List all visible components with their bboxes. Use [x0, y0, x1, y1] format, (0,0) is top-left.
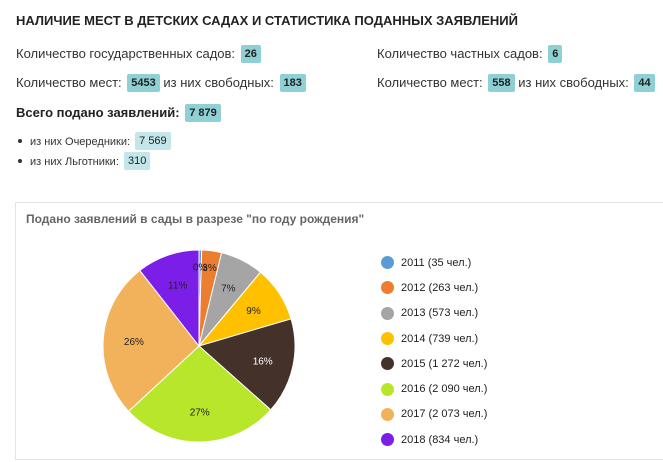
pie-label-2014: 9%	[246, 306, 261, 317]
legend-label: 2011 (35 чел.)	[401, 256, 472, 269]
gov-count-row: Количество государственных садов: 26	[16, 45, 261, 63]
priv-free-badge: 44	[634, 74, 655, 92]
gov-places-badge: 5453	[127, 74, 160, 92]
legend-item-2014[interactable]: 2014 (739 чел.)	[381, 326, 487, 351]
priv-count-label: Количество частных садов:	[377, 46, 543, 61]
legend-item-2013[interactable]: 2013 (573 чел.)	[381, 301, 487, 326]
pie-chart: 0%3% 7% 9% 16% 27% 26% 11%	[102, 249, 296, 443]
privileged-label: из них Льготники:	[30, 156, 119, 168]
legend-swatch-icon	[381, 332, 394, 346]
gov-places-label: Количество мест:	[16, 75, 122, 90]
legend-item-2015[interactable]: 2015 (1 272 чел.)	[381, 351, 487, 376]
pie-slice-2017[interactable]	[102, 269, 200, 412]
legend-label: 2015 (1 272 чел.)	[401, 357, 488, 370]
legend-swatch-icon	[381, 382, 394, 396]
chart-title: Подано заявлений в сады в разрезе "по го…	[26, 212, 365, 226]
list-item-privileged: из них Льготники: 310	[16, 152, 171, 172]
legend-item-2012[interactable]: 2012 (263 чел.)	[381, 275, 487, 300]
gov-free-label: из них свободных:	[163, 75, 274, 90]
legend-item-2011[interactable]: 2011 (35 чел.)	[381, 250, 487, 275]
pie-slice-2016[interactable]	[127, 345, 272, 443]
pie-label-2018: 11%	[168, 280, 187, 291]
gov-places-row: Количество мест: 5453 из них свободных: …	[16, 74, 306, 92]
list-item-queue: из них Очередники: 7 569	[16, 132, 171, 152]
priv-places-label: Количество мест:	[377, 75, 483, 90]
pie-label-2017: 26%	[124, 337, 144, 348]
legend-item-2017[interactable]: 2017 (2 073 чел.)	[381, 402, 487, 427]
pie-label-2013: 7%	[221, 284, 236, 295]
chart-legend: 2011 (35 чел.) 2012 (263 чел.) 2013 (573 ч…	[381, 250, 487, 452]
page-title: НАЛИЧИЕ МЕСТ В ДЕТСКИХ САДАХ И СТАТИСТИК…	[16, 13, 518, 28]
legend-item-2016[interactable]: 2016 (2 090 чел.)	[381, 376, 487, 401]
legend-label: 2013 (573 чел.)	[401, 307, 479, 320]
priv-free-label: из них свободных:	[518, 75, 629, 90]
queue-label: из них Очередники:	[30, 136, 131, 148]
legend-label: 2017 (2 073 чел.)	[401, 408, 488, 421]
chart-card: Подано заявлений в сады в разрезе "по го…	[15, 202, 663, 460]
priv-places-row: Количество мест: 558 из них свободных: 4…	[377, 74, 655, 92]
legend-swatch-icon	[381, 281, 394, 295]
total-row: Всего подано заявлений: 7 879	[16, 104, 221, 122]
legend-label: 2018 (834 чел.)	[401, 433, 479, 446]
pie-label-2015: 16%	[253, 356, 273, 367]
legend-swatch-icon	[381, 407, 394, 421]
legend-label: 2012 (263 чел.)	[401, 281, 479, 294]
gov-free-badge: 183	[279, 74, 306, 92]
gov-count-badge: 26	[240, 45, 261, 63]
priv-count-badge: 6	[548, 45, 563, 63]
legend-label: 2016 (2 090 чел.)	[401, 383, 488, 396]
legend-swatch-icon	[381, 433, 394, 447]
legend-swatch-icon	[381, 357, 394, 371]
pie-label-2016: 27%	[190, 407, 210, 418]
pie-slice-2018[interactable]	[139, 249, 200, 348]
legend-label: 2014 (739 чел.)	[401, 332, 479, 345]
total-badge: 7 879	[185, 104, 221, 122]
privileged-badge: 310	[123, 152, 151, 170]
pie-label-2012: 3%	[202, 263, 217, 274]
total-label: Всего подано заявлений:	[16, 105, 180, 120]
gov-count-label: Количество государственных садов:	[16, 46, 236, 61]
priv-places-badge: 558	[488, 74, 515, 92]
pie-label-2011: 0%	[193, 262, 208, 273]
pie-slice-2015[interactable]	[197, 318, 296, 411]
legend-swatch-icon	[381, 256, 394, 270]
total-breakdown-list: из них Очередники: 7 569 из них Льготник…	[16, 132, 171, 172]
queue-badge: 7 569	[135, 132, 171, 150]
legend-swatch-icon	[381, 306, 394, 320]
priv-count-row: Количество частных садов: 6	[377, 45, 563, 63]
legend-item-2018[interactable]: 2018 (834 чел.)	[381, 427, 487, 452]
